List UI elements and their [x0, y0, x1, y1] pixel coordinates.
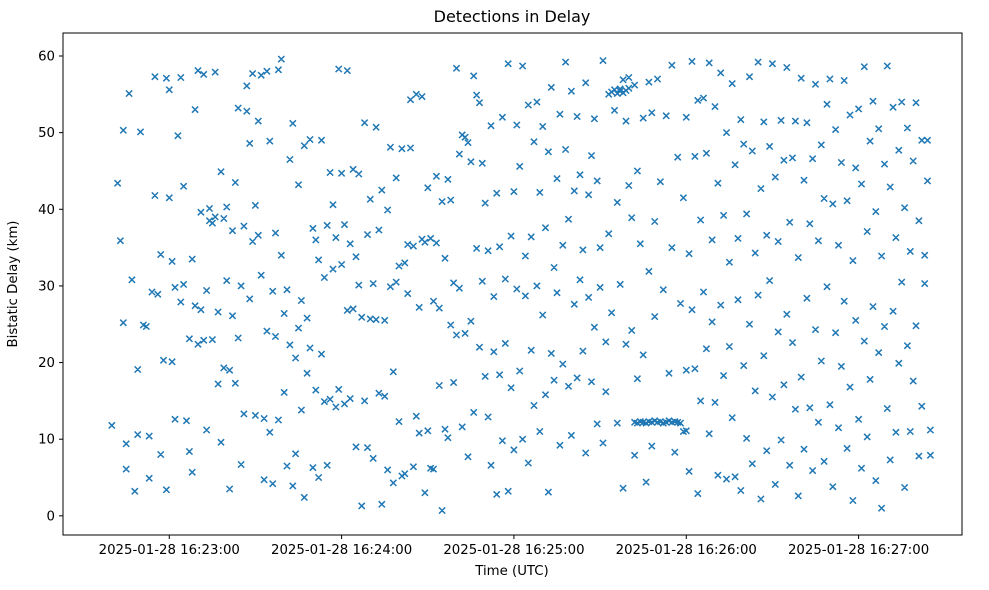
- x-tick-label: 2025-01-28 16:23:00: [99, 543, 240, 558]
- y-tick-label: 0: [47, 509, 55, 524]
- y-tick-label: 40: [38, 203, 55, 218]
- plot-area: [63, 33, 962, 535]
- scatter-points: [108, 55, 935, 515]
- y-tick-label: 50: [38, 126, 55, 141]
- x-axis-label: Time (UTC): [474, 564, 549, 579]
- x-tick-label: 2025-01-28 16:24:00: [271, 543, 412, 558]
- chart-title: Detections in Delay: [434, 7, 591, 26]
- x-tick-label: 2025-01-28 16:27:00: [788, 543, 929, 558]
- y-tick-label: 60: [38, 49, 55, 64]
- x-tick-label: 2025-01-28 16:26:00: [616, 543, 757, 558]
- y-tick-label: 30: [38, 279, 55, 294]
- x-axis-ticks: 2025-01-28 16:23:00 2025-01-28 16:24:00 20…: [99, 535, 929, 558]
- y-axis-ticks: 0 10 20 30 40 50 60: [38, 49, 63, 524]
- y-axis-label: Bistatic Delay (km): [6, 221, 21, 348]
- y-tick-label: 20: [38, 356, 55, 371]
- x-tick-label: 2025-01-28 16:25:00: [443, 543, 584, 558]
- y-tick-label: 10: [38, 433, 55, 448]
- plot-frame: [62, 32, 963, 536]
